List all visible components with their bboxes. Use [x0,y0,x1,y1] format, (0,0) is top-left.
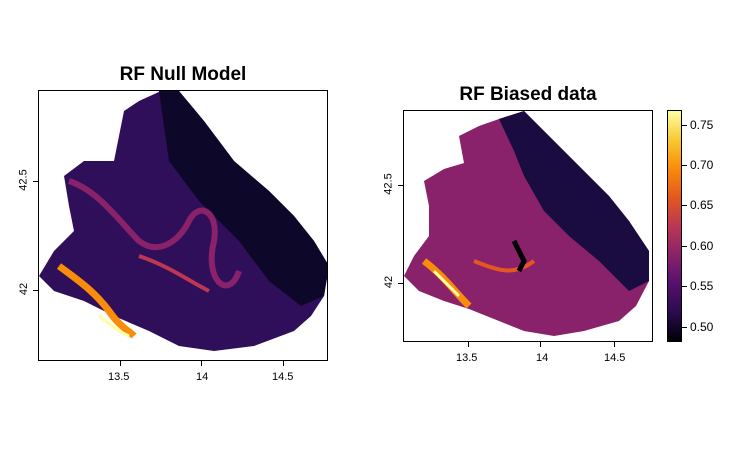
colorbar-tick [682,205,687,206]
colorbar [667,110,682,342]
y-tick-mark [33,181,38,182]
x-tick-label: 14.5 [272,371,294,383]
valley-low [511,239,527,273]
colorbar-tick [682,246,687,247]
x-tick-mark [614,342,615,347]
x-tick-label: 13.5 [108,371,130,383]
y-tick-label: 42.5 [17,169,30,191]
colorbar-tick [682,286,687,287]
panel-1-map-frame [38,90,328,361]
coastal-low-region [499,111,649,291]
colorbar-label: 0.65 [690,198,714,212]
x-tick-mark [468,342,469,347]
y-tick-label: 42 [18,282,31,296]
panel-2-raster-map [404,111,649,336]
x-tick-mark [540,342,541,347]
hotspot-band [56,263,137,339]
ridge-band-1 [473,259,536,273]
ridge-band-2 [138,254,210,293]
colorbar-label: 0.75 [690,118,714,132]
y-tick-label: 42 [383,275,396,289]
region-shape [39,91,327,351]
x-tick-label: 14 [536,352,549,364]
coastal-low-region [159,91,327,306]
hotspot-core [432,269,461,298]
colorbar-label: 0.70 [690,158,714,172]
x-tick-label: 14.5 [604,352,626,364]
x-tick-label: 13.5 [456,352,478,364]
hotspot-core [98,314,130,338]
panel-2-title: RF Biased data [459,84,597,105]
panel-2-map-frame [403,110,653,342]
colorbar-tick [682,165,687,166]
y-tick-mark [398,185,403,186]
x-tick-mark [283,361,284,366]
panel-1-raster-map [39,91,327,351]
colorbar-label: 0.60 [690,239,714,253]
x-tick-mark [201,361,202,366]
y-tick-mark [398,283,403,284]
colorbar-tick [682,327,687,328]
x-tick-label: 14 [196,371,209,383]
x-tick-mark [120,361,121,366]
ridge-band-1 [67,178,242,289]
panel-1-title: RF Null Model [119,64,247,85]
colorbar-tick [682,125,687,126]
colorbar-label: 0.55 [690,279,714,293]
y-tick-mark [33,290,38,291]
y-tick-label: 42.5 [382,173,395,195]
colorbar-label: 0.50 [690,320,714,334]
region-shape [404,111,649,336]
